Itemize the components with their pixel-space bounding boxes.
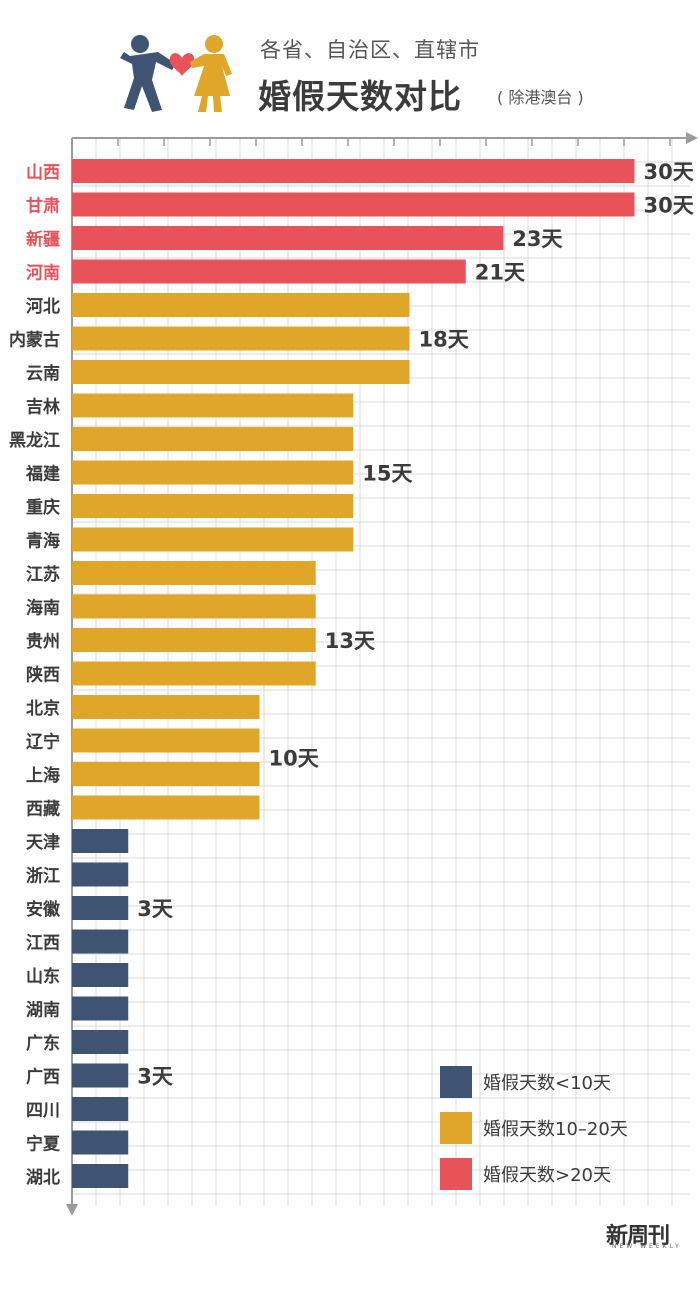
bar: [72, 1130, 129, 1155]
bar: [72, 728, 260, 753]
bars: [72, 159, 635, 1188]
category-label: 内蒙古: [9, 330, 60, 351]
bar: [72, 293, 410, 317]
category-label: 青海: [26, 531, 60, 552]
bar: [72, 259, 466, 284]
bar: [72, 561, 316, 585]
category-label: 上海: [26, 765, 60, 786]
category-label: 湖北: [26, 1168, 60, 1188]
category-label: 山东: [26, 966, 60, 987]
data-label: 30天: [644, 160, 695, 184]
category-label: 贵州: [26, 631, 60, 652]
category-labels: 山西甘肃新疆河南河北内蒙古云南吉林黑龙江福建重庆青海江苏海南贵州陕西北京辽宁上海…: [9, 163, 61, 1188]
category-label: 安徽: [26, 899, 61, 920]
bar: [72, 360, 410, 384]
bar: [72, 460, 354, 485]
legend-swatch: [440, 1158, 472, 1190]
bar: [72, 929, 129, 954]
category-label: 江苏: [26, 564, 60, 585]
bar: [72, 1164, 129, 1188]
watermark-sub: NEW WEEKLY: [612, 1243, 682, 1250]
category-label: 云南: [26, 363, 60, 384]
bar: [72, 896, 129, 920]
category-label: 重庆: [26, 497, 60, 518]
category-label: 吉林: [26, 397, 60, 418]
data-label: 21天: [475, 261, 526, 285]
data-label: 10天: [269, 746, 320, 770]
bar: [72, 795, 260, 820]
x-axis-arrow: [686, 132, 698, 144]
legend-label: 婚假天数10–20天: [483, 1119, 628, 1140]
category-label: 黑龙江: [9, 430, 60, 451]
bar: [72, 762, 260, 786]
category-label: 湖南: [26, 1000, 60, 1021]
bar: [72, 393, 354, 418]
category-label: 甘肃: [26, 196, 60, 217]
category-label: 西藏: [26, 800, 60, 820]
category-label: 新疆: [26, 229, 60, 250]
legend-swatch: [440, 1112, 472, 1144]
watermark-logo: 新周刊: [606, 1223, 670, 1249]
category-label: 广东: [26, 1033, 60, 1054]
category-label: 广西: [26, 1067, 60, 1088]
category-label: 辽宁: [26, 732, 60, 753]
bar: [72, 192, 635, 217]
bar: [72, 829, 129, 853]
category-label: 陕西: [26, 665, 60, 686]
y-axis-arrow: [66, 1204, 78, 1216]
data-label: 3天: [137, 897, 174, 921]
bar: [72, 1030, 129, 1054]
bar: [72, 628, 316, 652]
category-label: 北京: [26, 698, 60, 719]
category-label: 福建: [25, 464, 60, 485]
category-label: 河南: [26, 263, 60, 284]
bar: [72, 1097, 129, 1121]
bar: [72, 996, 129, 1021]
category-label: 宁夏: [26, 1134, 61, 1155]
bar: [72, 226, 504, 250]
bar: [72, 427, 354, 451]
data-label: 3天: [137, 1065, 174, 1089]
chart-title: 婚假天数对比: [258, 77, 462, 116]
data-label: 18天: [419, 328, 470, 352]
data-labels: 30天 30天 23天 21天 18天 15天 13天 10天 3天 3天: [137, 160, 694, 1089]
bar: [72, 1063, 129, 1088]
data-label: 15天: [362, 462, 413, 486]
chart-subtitle: 各省、自治区、直辖市: [260, 38, 480, 62]
legend-label: 婚假天数>20天: [483, 1165, 611, 1186]
legend-label: 婚假天数<10天: [483, 1073, 611, 1094]
category-label: 浙江: [26, 866, 60, 887]
category-label: 四川: [26, 1101, 60, 1121]
bar: [72, 326, 410, 351]
chart-title-note: ( 除港澳台 ): [497, 88, 584, 107]
bar: [72, 661, 316, 686]
data-label: 23天: [512, 227, 563, 251]
category-label: 天津: [26, 832, 60, 853]
category-label: 山西: [26, 163, 60, 183]
chart-header: 各省、自治区、直辖市 婚假天数对比 ( 除港澳台 ): [0, 0, 700, 130]
couple-heart-icon: [120, 35, 232, 112]
data-label: 13天: [325, 629, 376, 653]
bar: [72, 527, 354, 552]
bar: [72, 594, 316, 619]
category-label: 江西: [26, 934, 60, 954]
bar: [72, 963, 129, 987]
category-label: 海南: [26, 598, 60, 619]
bar: [72, 862, 129, 887]
bar: [72, 494, 354, 518]
bar: [72, 159, 635, 183]
bar: [72, 695, 260, 719]
category-label: 河北: [26, 297, 60, 317]
legend-swatch: [440, 1066, 472, 1098]
data-label: 30天: [644, 194, 695, 218]
